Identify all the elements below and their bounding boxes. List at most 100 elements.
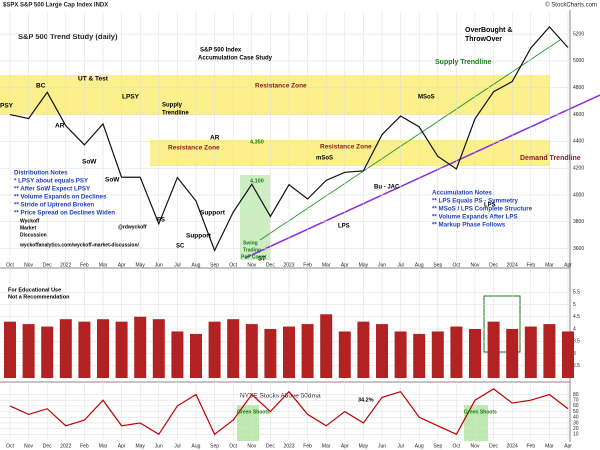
volume-bar: [487, 321, 500, 378]
volume-bar: [208, 321, 221, 378]
volume-bar: [469, 329, 481, 378]
x-tick-label: Nov: [24, 262, 33, 268]
x-tick-label: Oct: [229, 262, 237, 268]
x-tick-label: Nov: [471, 262, 480, 268]
y-tick-label: 30: [573, 420, 579, 426]
annotation: S&P 500 Index: [200, 48, 242, 54]
x-tick-label: Mar: [322, 443, 331, 449]
annotation: Swing: [243, 240, 258, 246]
volume-bar: [171, 331, 184, 378]
y-tick-label: 5.5: [573, 290, 580, 296]
annotation: Market: [20, 225, 36, 231]
x-tick-label: May: [359, 443, 369, 449]
header-source: © StockCharts.com: [545, 2, 597, 9]
x-tick-label: May: [135, 262, 145, 268]
y-tick-label: 40: [573, 415, 579, 421]
volume-bar: [562, 331, 574, 378]
supply-trendline: [259, 39, 561, 241]
x-tick-label: Apr: [118, 262, 126, 268]
annotation: mSoS: [316, 156, 333, 162]
volume-bar: [413, 333, 426, 378]
volume-box: [483, 295, 521, 353]
x-tick-label: Dec: [266, 443, 275, 449]
x-tick-label: Dec: [43, 443, 52, 449]
annotation: Supply: [162, 103, 183, 109]
volume-bar: [283, 326, 295, 378]
x-tick-label: Nov: [24, 443, 33, 449]
volume-bar: [59, 319, 72, 378]
annotation: 4,100: [250, 178, 264, 184]
y-tick-label: 4400: [573, 139, 584, 145]
y-tick-label: 70: [573, 398, 579, 404]
annotation: Trendline: [162, 111, 189, 117]
annotation: ST: [258, 257, 266, 263]
chart-title: S&P 500 Trend Study (daily): [18, 32, 118, 41]
annotation: Support: [200, 210, 226, 217]
x-tick-label: Dec: [489, 443, 498, 449]
volume-bar: [301, 324, 314, 378]
x-tick-label: Mar: [99, 262, 108, 268]
x-tick-label: Apr: [118, 443, 126, 449]
note-line: ** MSoS / LPS Complete Structure: [432, 206, 533, 213]
x-tick-label: Jun: [155, 262, 163, 268]
y-tick-label: 3.5: [573, 339, 580, 345]
x-tick-label: Aug: [415, 443, 424, 449]
y-tick-label: 10: [573, 432, 579, 438]
volume-bar: [376, 324, 388, 378]
note-line: ** LPS Equals PS - Symmetry: [432, 198, 519, 205]
volume-bar: [264, 329, 277, 378]
annotation: wyckoffanalytics.com/wyckoff-market-disc…: [19, 242, 140, 248]
x-tick-label: Jul: [397, 262, 403, 268]
note-line: ** Volume Expands After LPS: [432, 214, 518, 221]
x-tick-label: Oct: [229, 443, 237, 449]
y-tick-label: 4200: [573, 165, 584, 171]
volume-bar: [22, 324, 35, 378]
annotation: @rdwyckoff: [118, 224, 147, 230]
x-tick-label: Mar: [99, 443, 108, 449]
annotation: PS: [157, 218, 165, 224]
x-tick-label: 2023: [283, 443, 294, 449]
annotation: Not a Recommendation: [8, 294, 70, 300]
annotation: SoW: [82, 159, 97, 166]
panel-title: NYSE Stocks Above 50dma: [240, 393, 321, 400]
x-tick-label: Jun: [155, 443, 163, 449]
y-tick-label: 50: [573, 409, 579, 415]
volume-bar: [78, 321, 91, 378]
y-tick-label: 80: [573, 392, 579, 398]
x-tick-label: Dec: [489, 262, 498, 268]
x-tick-label: Oct: [453, 262, 461, 268]
x-tick-label: Feb: [526, 443, 535, 449]
x-tick-label: Jun: [378, 443, 386, 449]
x-tick-label: Sep: [210, 262, 219, 268]
x-tick-label: Nov: [247, 443, 256, 449]
note-line: ** Price Spread on Declines Widen: [14, 210, 115, 217]
y-tick-label: 3: [573, 351, 576, 357]
volume-bar: [227, 319, 240, 378]
annotation: UT & Test: [78, 76, 109, 83]
x-tick-label: 2024: [507, 443, 518, 449]
volume-bar: [338, 331, 351, 378]
annotation: SC: [176, 244, 185, 250]
annotation: AR: [210, 135, 220, 142]
volume-bar: [4, 321, 16, 378]
volume-bar: [190, 333, 202, 378]
volume-bar: [245, 324, 258, 378]
annotation: 34.2%: [358, 397, 374, 403]
y-tick-label: 3600: [573, 246, 584, 252]
volume-bar: [506, 329, 519, 378]
x-tick-label: Sep: [210, 443, 219, 449]
annotation: Accumulation Case Study: [198, 56, 273, 62]
x-tick-label: Mar: [322, 262, 331, 268]
volume-bar: [41, 326, 54, 378]
annotation: Resistance Zone: [255, 83, 307, 90]
note-line: ** Stride of Uptrend Broken: [14, 202, 94, 209]
x-tick-label: 2022: [60, 262, 71, 268]
x-tick-label: Sep: [433, 262, 442, 268]
x-tick-label: Jul: [397, 443, 403, 449]
x-tick-label: Oct: [6, 443, 14, 449]
x-tick-label: Apr: [341, 262, 349, 268]
annotation: Trading: [243, 247, 261, 253]
y-tick-label: 4600: [573, 112, 584, 118]
x-tick-label: May: [135, 443, 145, 449]
